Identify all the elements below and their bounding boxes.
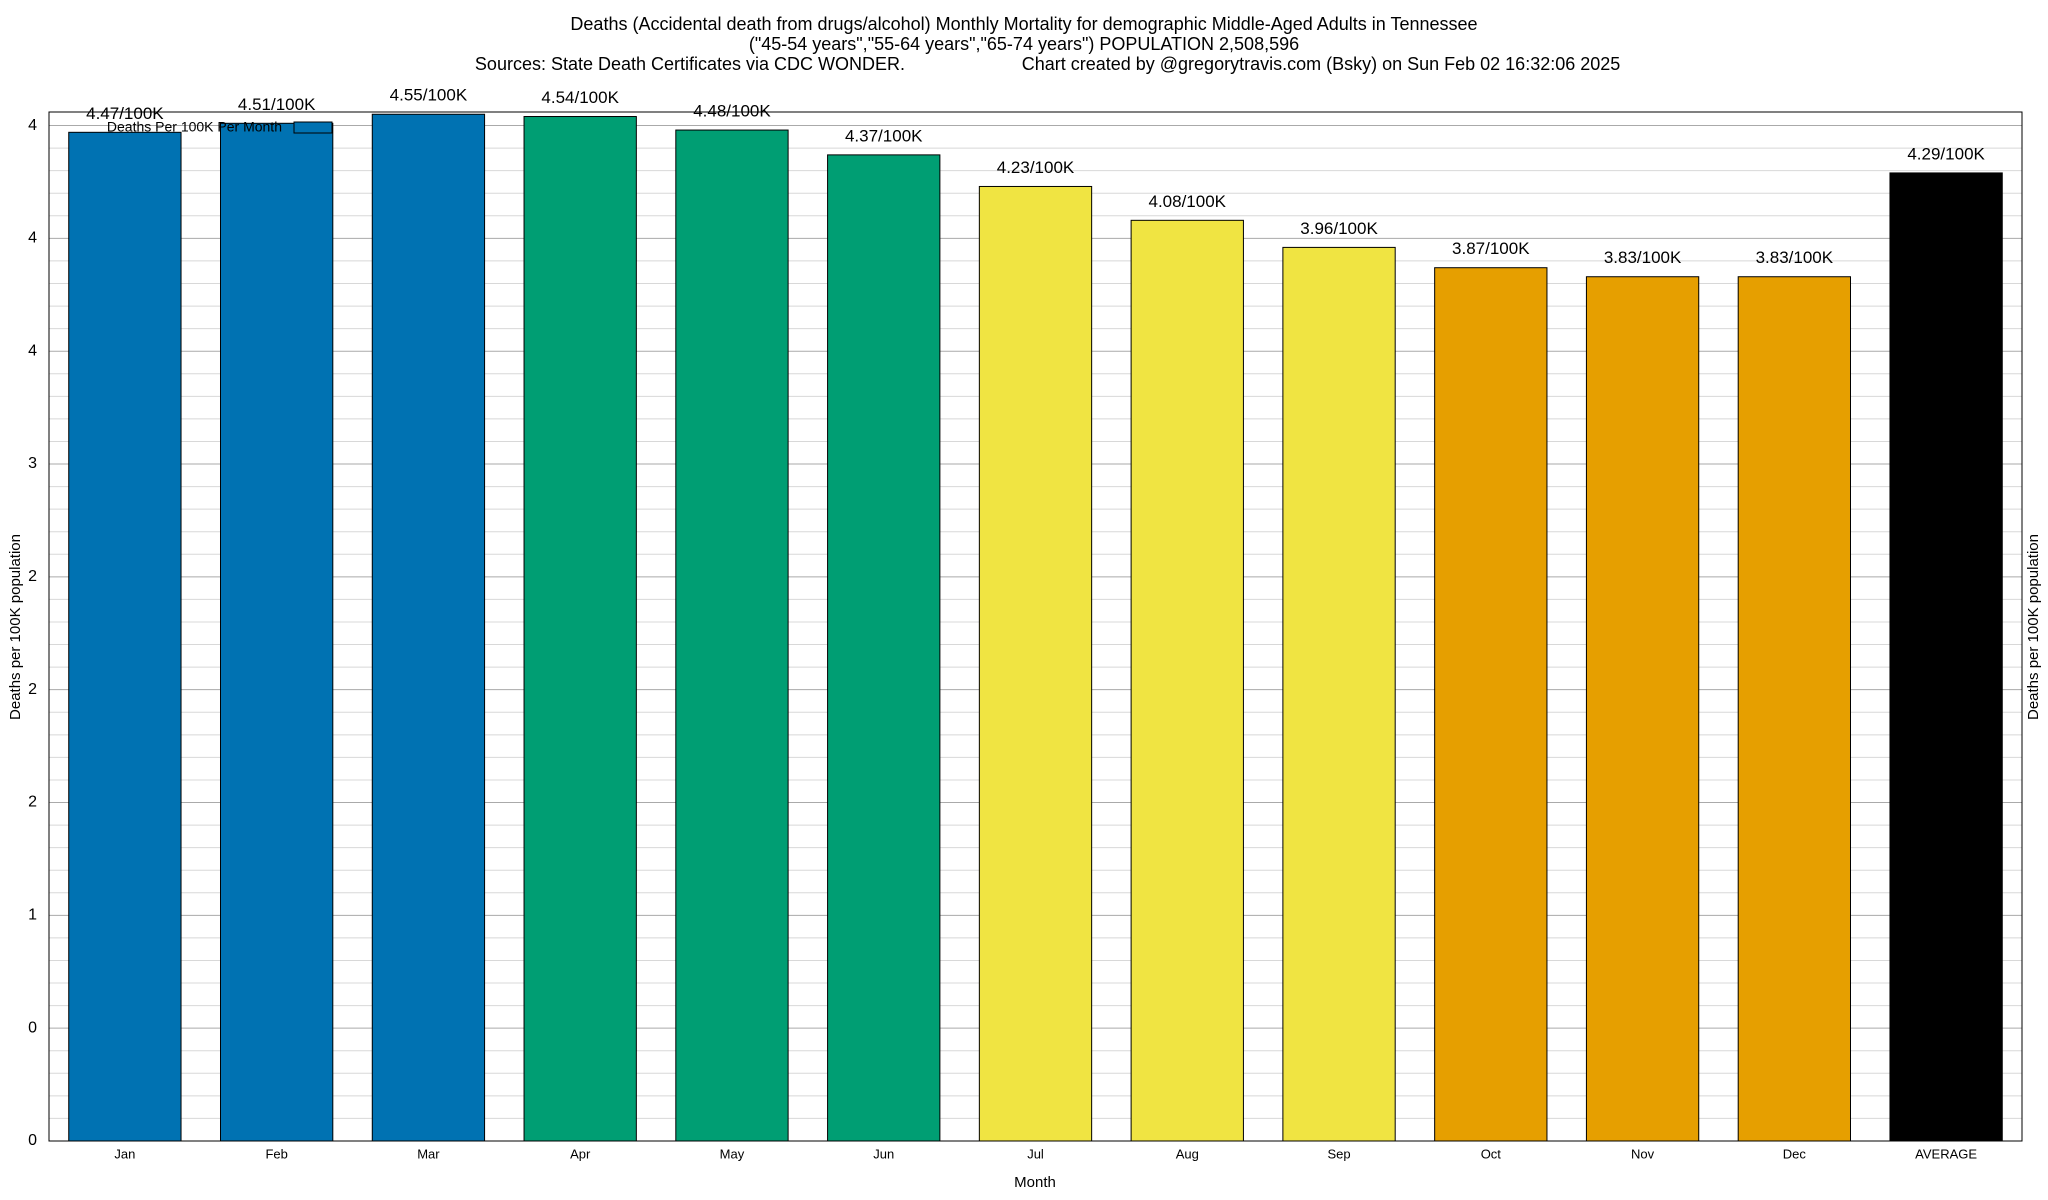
chart-source: Sources: State Death Certificates via CD… — [475, 54, 905, 74]
x-axis-label: Month — [1014, 1174, 1056, 1191]
x-tick-label: May — [720, 1146, 745, 1161]
value-label: 4.08/100K — [1149, 192, 1227, 211]
legend-swatch — [293, 121, 333, 134]
value-label: 4.54/100K — [541, 88, 619, 107]
bar — [371, 113, 486, 1142]
x-tick-label: Aug — [1176, 1146, 1199, 1161]
value-label: 3.87/100K — [1452, 239, 1530, 258]
y-tick-label: 1 — [28, 907, 37, 924]
bar — [1282, 246, 1396, 1142]
bar — [1737, 276, 1852, 1142]
y-tick-label: 0 — [28, 1019, 37, 1036]
value-label: 3.83/100K — [1604, 248, 1682, 267]
bar — [1130, 219, 1244, 1142]
plot-frame — [48, 111, 2023, 1142]
value-label: 3.96/100K — [1300, 219, 1378, 238]
value-label: 4.37/100K — [845, 126, 923, 145]
bar — [1434, 267, 1548, 1142]
bar — [675, 129, 789, 1142]
x-tick-label: Jun — [873, 1146, 894, 1161]
y-tick-label: 4 — [28, 117, 37, 134]
y-tick-label: 2 — [28, 681, 37, 698]
value-label: 4.29/100K — [1907, 144, 1985, 163]
y-tick-label: 0 — [28, 1132, 37, 1149]
value-label: 4.51/100K — [238, 95, 316, 114]
x-tick-label: Mar — [417, 1146, 440, 1161]
bar — [1889, 172, 2003, 1142]
value-label: 4.47/100K — [86, 104, 164, 123]
bar — [1585, 276, 1700, 1142]
chart-title: Deaths (Accidental death from drugs/alco… — [570, 14, 1477, 34]
y-tick-label: 2 — [28, 568, 37, 585]
y-tick-label: 4 — [28, 342, 37, 359]
legend-label: Deaths Per 100K Per Month — [107, 119, 282, 135]
y-tick-label: 3 — [28, 455, 37, 472]
value-label: 4.55/100K — [390, 86, 468, 105]
x-tick-label: Dec — [1783, 1146, 1807, 1161]
x-tick-label: AVERAGE — [1915, 1146, 1977, 1161]
x-tick-label: Nov — [1631, 1146, 1655, 1161]
y-tick-label: 4 — [28, 230, 37, 247]
bar — [978, 185, 1093, 1142]
bar — [523, 116, 637, 1142]
x-tick-label: Apr — [570, 1146, 591, 1161]
chart-subtitle: ("45-54 years","55-64 years","65-74 year… — [749, 34, 1299, 54]
y-tick-label: 2 — [28, 794, 37, 811]
x-tick-label: Oct — [1481, 1146, 1502, 1161]
value-label: 4.23/100K — [997, 158, 1075, 177]
x-tick-label: Jul — [1027, 1146, 1044, 1161]
x-tick-label: Jan — [114, 1146, 135, 1161]
bar — [827, 154, 941, 1142]
value-label: 4.48/100K — [693, 102, 771, 121]
y2-axis-label: Deaths per 100K population — [2025, 534, 2042, 720]
chart-credit: Chart created by @gregorytravis.com (Bsk… — [1022, 54, 1621, 74]
x-tick-label: Feb — [265, 1146, 287, 1161]
x-tick-label: Sep — [1327, 1146, 1350, 1161]
bar — [68, 131, 182, 1142]
value-label: 3.83/100K — [1756, 248, 1834, 267]
y-axis-label: Deaths per 100K population — [7, 534, 24, 720]
bar — [219, 122, 334, 1142]
